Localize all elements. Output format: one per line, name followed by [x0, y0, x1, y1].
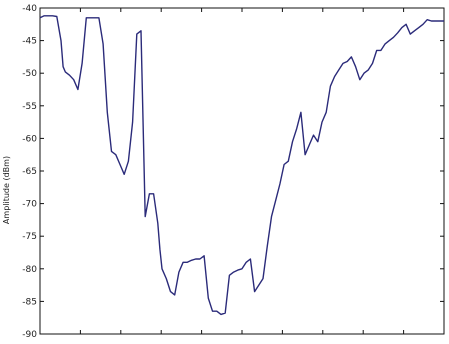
series-line — [39, 15, 444, 316]
y-tick-label: -45 — [22, 37, 37, 47]
y-tick-label: -60 — [22, 134, 37, 144]
y-tick-label: -75 — [22, 232, 37, 242]
y-axis-label: Amplitude (dBm) — [2, 156, 11, 224]
y-tick-label: -50 — [22, 69, 37, 79]
y-tick-label: -70 — [22, 200, 37, 210]
plot-frame — [39, 7, 445, 335]
y-tick-label: -55 — [22, 102, 37, 112]
y-tick-label: -40 — [22, 4, 37, 14]
y-tick-label: -65 — [22, 167, 37, 177]
y-tick-label: -80 — [22, 265, 37, 275]
y-tick-label: -90 — [22, 330, 37, 339]
y-tick-label: -85 — [22, 297, 37, 307]
